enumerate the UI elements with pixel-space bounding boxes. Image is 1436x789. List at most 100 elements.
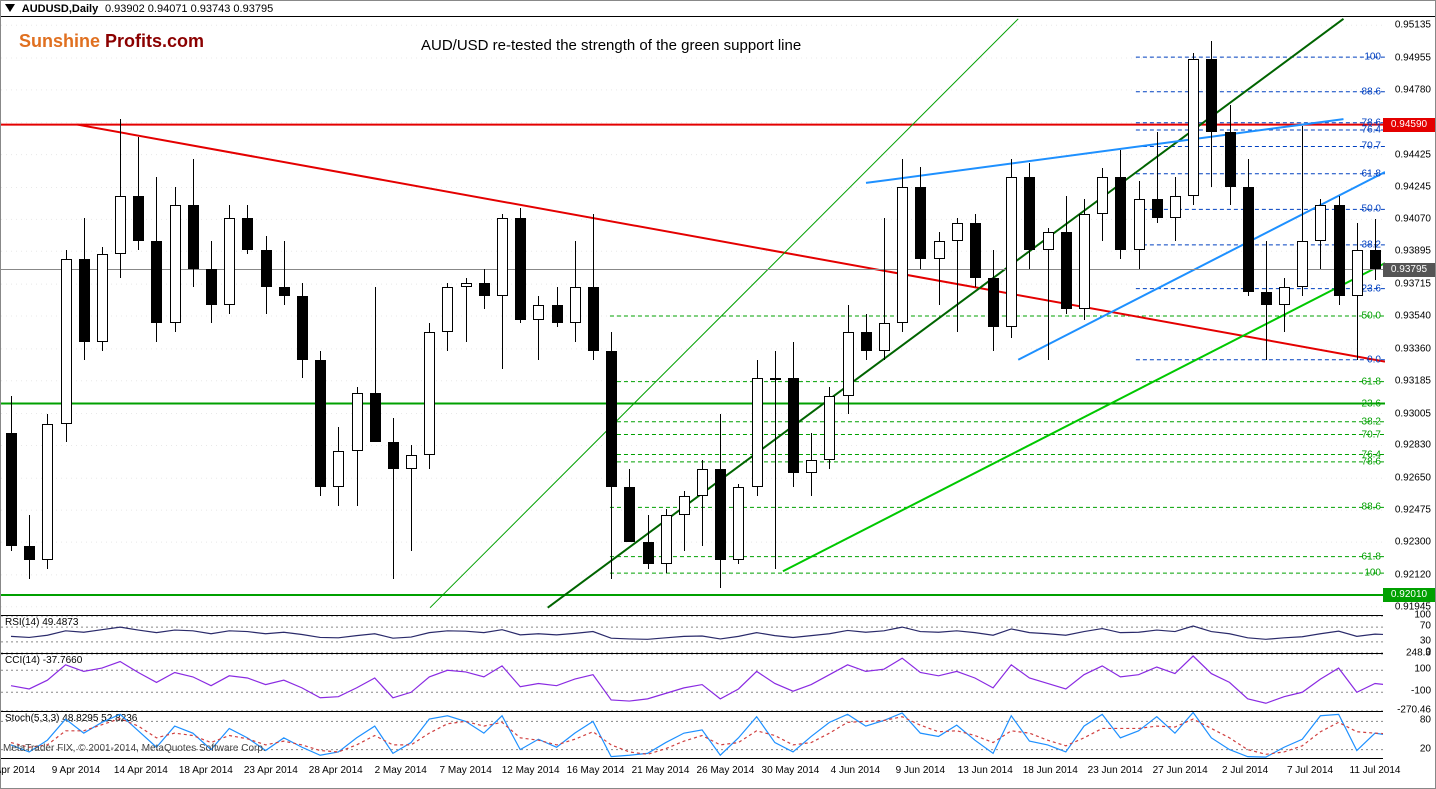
- x-tick: 2 Jul 2014: [1222, 765, 1268, 776]
- candle-body: [333, 451, 344, 487]
- candle-body: [879, 323, 890, 350]
- candle-body: [42, 424, 53, 561]
- fib-level: 61.8: [1362, 551, 1381, 562]
- x-tick: 11 Jul 2014: [1350, 765, 1401, 776]
- fib-level: 23.6: [1362, 398, 1381, 409]
- x-tick: 9 Apr 2014: [52, 765, 100, 776]
- x-tick: 27 Jun 2014: [1153, 765, 1208, 776]
- candle-body: [1024, 177, 1035, 250]
- x-tick: 7 May 2014: [440, 765, 492, 776]
- y-tick: 0.93185: [1395, 375, 1431, 386]
- candle-body: [170, 205, 181, 324]
- candle-body: [606, 351, 617, 488]
- fib-level: 100: [1364, 568, 1381, 579]
- y-tick: 0.92300: [1395, 537, 1431, 548]
- y-tick: 0.94070: [1395, 214, 1431, 225]
- candle-body: [242, 218, 253, 251]
- x-tick: 4 Apr 2014: [0, 765, 35, 776]
- candle-body: [1334, 205, 1345, 296]
- y-tick: 0.92475: [1395, 505, 1431, 516]
- candle-body: [61, 259, 72, 423]
- ind-tick: 20: [1420, 743, 1431, 754]
- candle-body: [1170, 196, 1181, 218]
- candle-body: [424, 332, 435, 454]
- fib-level: 70.7: [1362, 429, 1381, 440]
- x-tick: 30 May 2014: [762, 765, 820, 776]
- x-tick: 12 May 2014: [502, 765, 560, 776]
- candle-body: [1243, 187, 1254, 293]
- dropdown-triangle-icon[interactable]: [5, 4, 15, 12]
- x-tick: 13 Jun 2014: [958, 765, 1013, 776]
- candle-body: [970, 223, 981, 278]
- fib-level: 70.7: [1362, 141, 1381, 152]
- y-tick: 0.93540: [1395, 311, 1431, 322]
- ind-tick: 100: [1414, 610, 1431, 621]
- candle-body: [788, 378, 799, 473]
- candle-body: [1079, 214, 1090, 309]
- price-marker: 0.92010: [1383, 588, 1435, 602]
- candle-body: [261, 250, 272, 286]
- price-marker: 0.93795: [1383, 263, 1435, 277]
- candle-body: [861, 332, 872, 350]
- candle-body: [915, 187, 926, 260]
- candle-body: [643, 542, 654, 564]
- candle-body: [79, 259, 90, 341]
- candle-body: [1061, 232, 1072, 309]
- candle-body: [843, 332, 854, 396]
- candle-body: [1115, 177, 1126, 250]
- candle-body: [515, 218, 526, 320]
- candle-body: [388, 442, 399, 469]
- x-tick: 21 May 2014: [632, 765, 690, 776]
- cci-panel[interactable]: CCI(14) -37.7660: [1, 653, 1383, 711]
- x-tick: 18 Apr 2014: [179, 765, 233, 776]
- y-tick: 0.95135: [1395, 20, 1431, 31]
- candle-body: [661, 515, 672, 564]
- time-xaxis: 4 Apr 2014 9 Apr 2014 14 Apr 2014 18 Apr 20…: [1, 758, 1383, 788]
- x-tick: 2 May 2014: [375, 765, 427, 776]
- x-tick: 18 Jun 2014: [1023, 765, 1078, 776]
- candle-body: [952, 223, 963, 241]
- ind-tick: 70: [1420, 621, 1431, 632]
- y-tick: 0.93715: [1395, 279, 1431, 290]
- ind-tick: -100: [1411, 686, 1431, 697]
- candle-body: [1352, 250, 1363, 296]
- candle-body: [588, 287, 599, 351]
- candle-body: [715, 469, 726, 560]
- x-tick: 28 Apr 2014: [309, 765, 363, 776]
- candle-body: [406, 455, 417, 470]
- fib-level: 88.6: [1362, 502, 1381, 513]
- candle-body: [733, 487, 744, 560]
- candle-body: [1370, 250, 1381, 268]
- candle-body: [352, 393, 363, 451]
- fib-level: 76.4: [1362, 125, 1381, 136]
- fib-level: 61.8: [1362, 168, 1381, 179]
- candle-body: [370, 393, 381, 442]
- fib-level: 38.2: [1362, 239, 1381, 250]
- candle-body: [297, 296, 308, 360]
- candle-body: [770, 378, 781, 380]
- ind-tick: 80: [1420, 715, 1431, 726]
- candle-body: [1315, 205, 1326, 241]
- candle-body: [133, 196, 144, 242]
- fib-level: 100: [1364, 52, 1381, 63]
- fib-level: 50.0: [1362, 311, 1381, 322]
- candle-body: [6, 433, 17, 546]
- candle-body: [988, 278, 999, 327]
- candle-body: [533, 305, 544, 320]
- candle-body: [1297, 241, 1308, 287]
- candle-body: [1152, 199, 1163, 217]
- candle-body: [679, 496, 690, 514]
- cci-yaxis: 248.3100-100-270.46: [1383, 653, 1435, 711]
- candle-body: [442, 287, 453, 333]
- candle-body: [752, 378, 763, 487]
- x-tick: 9 Jun 2014: [896, 765, 946, 776]
- fib-level: 0.0: [1367, 354, 1381, 365]
- price-chart[interactable]: 23.6 38.2 50.0 61.8 70.7 76.4 78.6 88.6 61.8 100 1…: [1, 17, 1383, 615]
- fib-level: 78.6: [1362, 456, 1381, 467]
- copyright-label: MetaTrader FIX, © 2001-2014, MetaQuotes …: [3, 743, 266, 754]
- x-tick: 14 Apr 2014: [114, 765, 168, 776]
- rsi-panel[interactable]: RSI(14) 49.4873: [1, 615, 1383, 653]
- x-tick: 23 Jun 2014: [1088, 765, 1143, 776]
- candle-body: [279, 287, 290, 296]
- candle-body: [824, 396, 835, 460]
